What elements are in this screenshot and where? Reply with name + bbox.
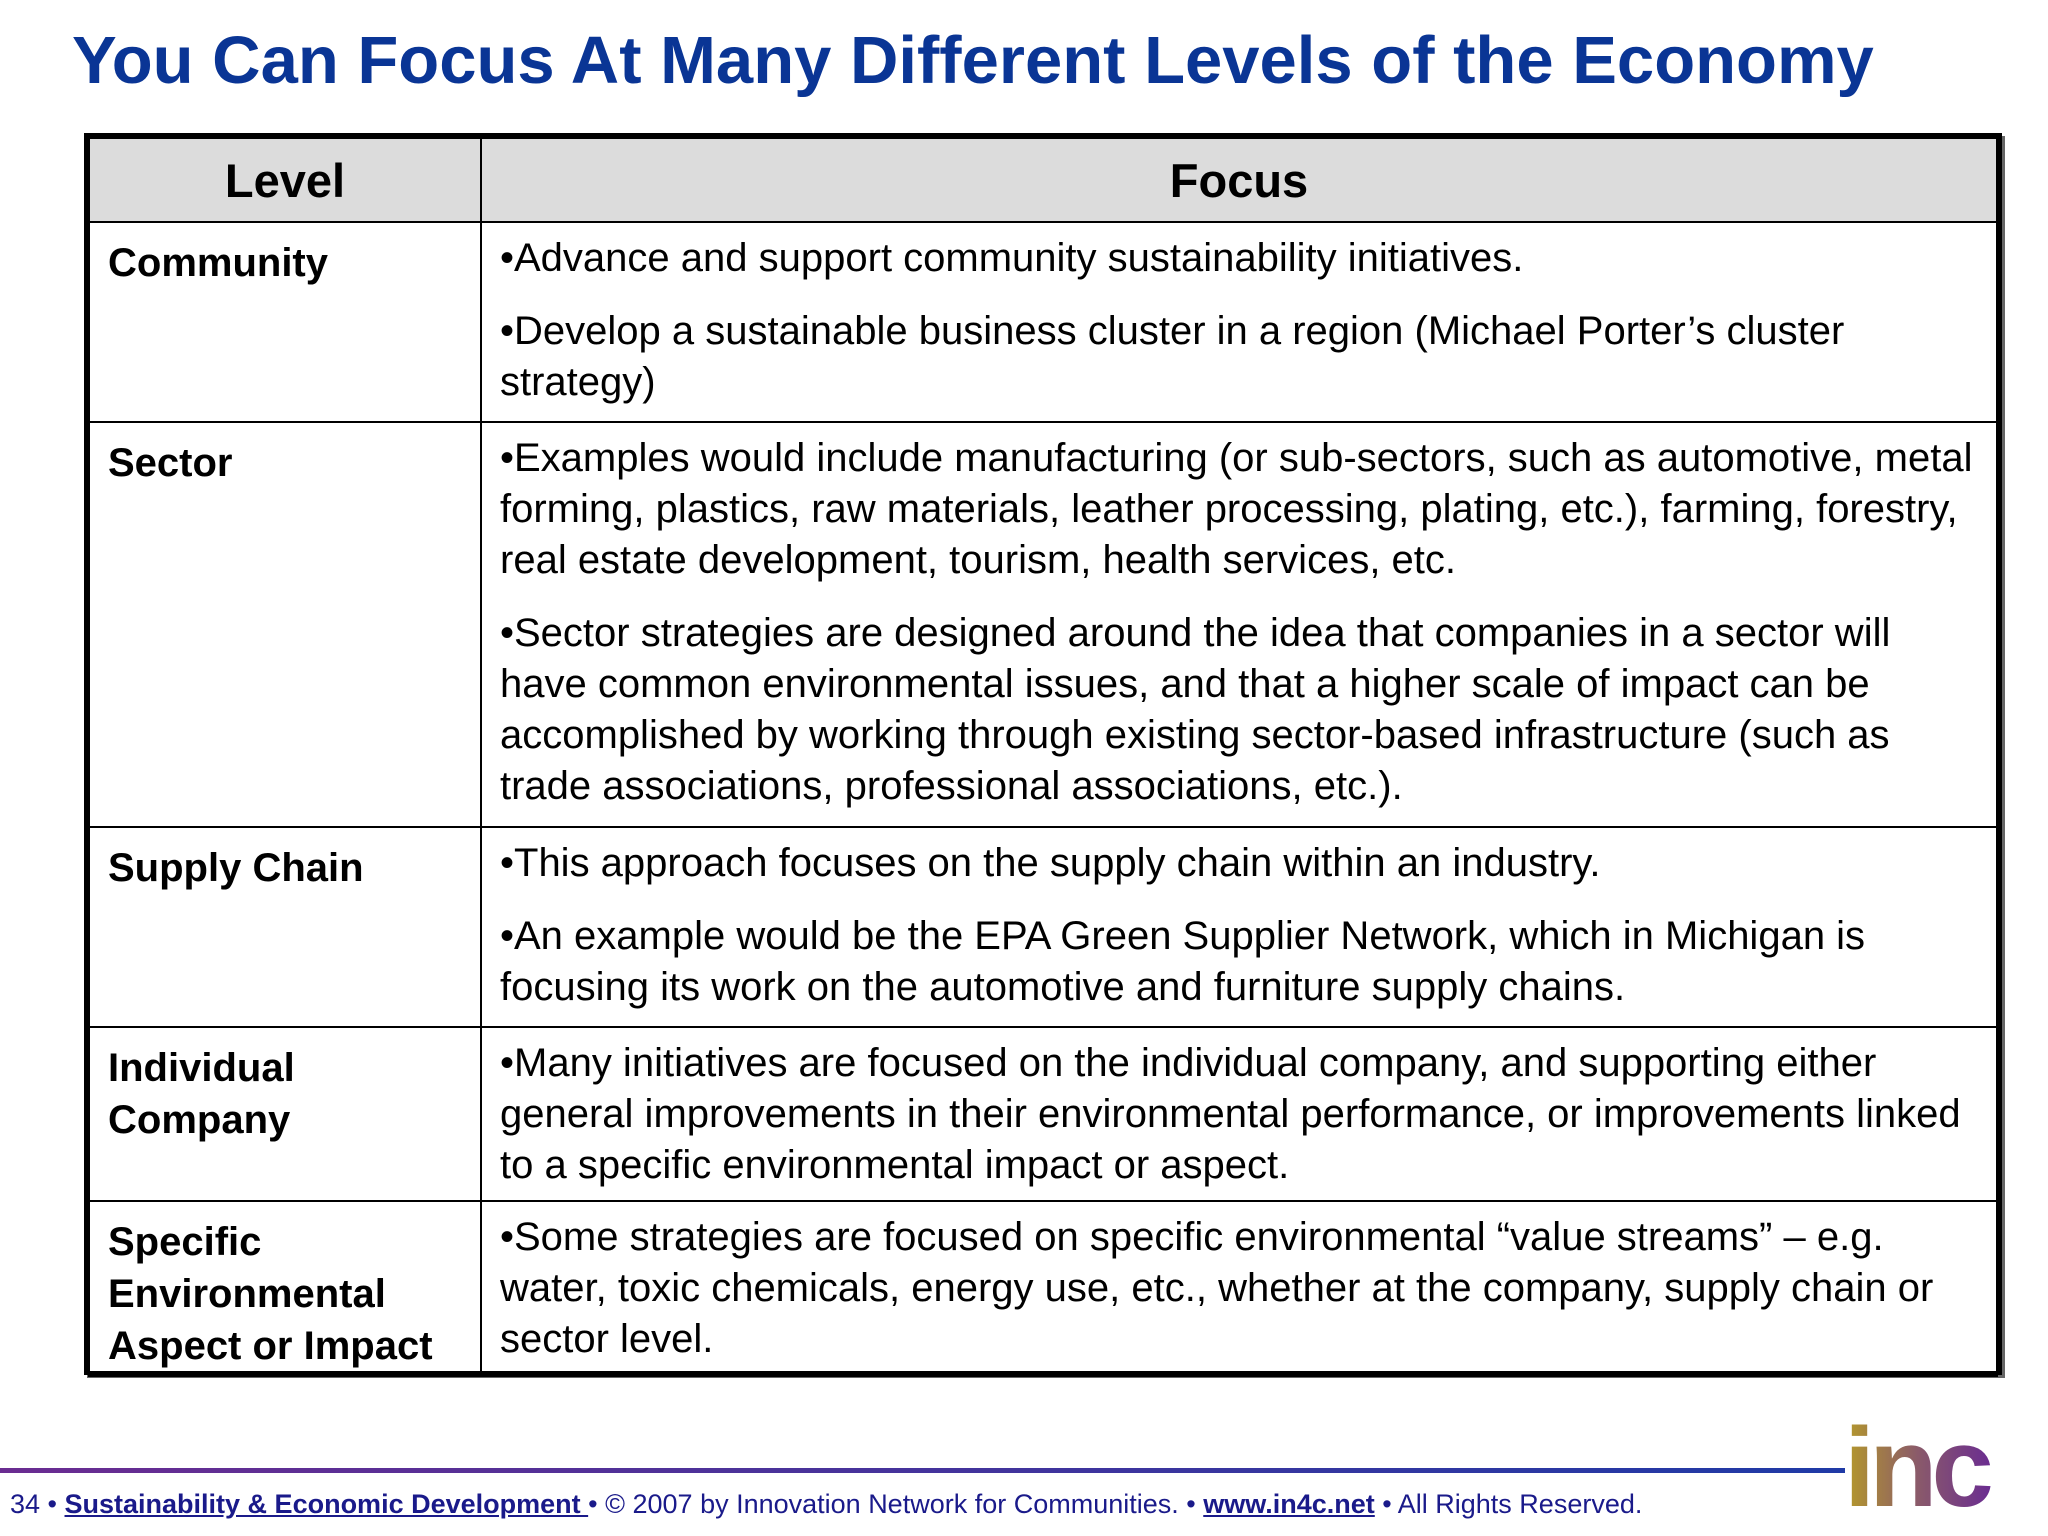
levels-table: Level Focus Community •Advance and suppo…: [84, 133, 2002, 1377]
focus-item: •Many initiatives are focused on the ind…: [500, 1041, 1961, 1187]
footer: 34 • Sustainability & Economic Developme…: [10, 1489, 1643, 1519]
table-row: Community •Advance and support community…: [88, 221, 1998, 423]
level-cell: Supply Chain: [88, 826, 482, 1028]
focus-item: •Advance and support community sustainab…: [500, 236, 1524, 280]
focus-cell: •This approach focuses on the supply cha…: [480, 826, 1998, 1028]
table-row: Individual Company •Many initiatives are…: [88, 1026, 1998, 1202]
rights-text: All Rights Reserved.: [1397, 1489, 1643, 1519]
copyright-text: © 2007 by Innovation Network for Communi…: [605, 1489, 1179, 1519]
focus-item: •Sector strategies are designed around t…: [500, 611, 1891, 808]
focus-item: •Some strategies are focused on specific…: [500, 1215, 1934, 1361]
page-number: 34: [10, 1489, 41, 1519]
logo-text: inc: [1844, 1420, 1992, 1516]
level-cell: Sector: [88, 421, 482, 828]
level-cell: Community: [88, 221, 482, 423]
focus-cell: •Many initiatives are focused on the ind…: [480, 1026, 1998, 1202]
table-row: Supply Chain •This approach focuses on t…: [88, 826, 1998, 1028]
level-cell: Specific Environmental Aspect or Impact: [88, 1200, 482, 1377]
focus-item: •Examples would include manufacturing (o…: [500, 436, 1973, 582]
inc-logo: inc: [1844, 1420, 1998, 1516]
header-level: Level: [88, 137, 482, 223]
page-title: You Can Focus At Many Different Levels o…: [72, 23, 1874, 98]
footer-divider: [0, 1468, 1845, 1473]
focus-cell: •Advance and support community sustainab…: [480, 221, 1998, 423]
focus-cell: •Some strategies are focused on specific…: [480, 1200, 1998, 1377]
table-row: Sector •Examples would include manufactu…: [88, 421, 1998, 828]
footer-link-sustainability[interactable]: Sustainability & Economic Development: [64, 1489, 589, 1519]
focus-cell: •Examples would include manufacturing (o…: [480, 421, 1998, 828]
level-cell: Individual Company: [88, 1026, 482, 1202]
focus-item: •Develop a sustainable business cluster …: [500, 309, 1845, 404]
table-row: Specific Environmental Aspect or Impact …: [88, 1200, 1998, 1377]
header-focus: Focus: [480, 137, 1998, 223]
focus-item: •This approach focuses on the supply cha…: [500, 841, 1601, 885]
focus-item: •An example would be the EPA Green Suppl…: [500, 914, 1866, 1009]
footer-link-website[interactable]: www.in4c.net: [1203, 1489, 1375, 1519]
